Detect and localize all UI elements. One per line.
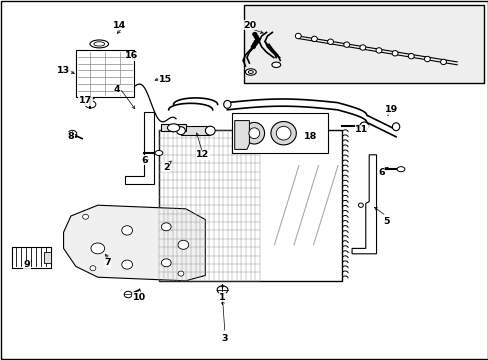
Ellipse shape (251, 45, 255, 49)
Ellipse shape (311, 36, 317, 41)
Ellipse shape (68, 130, 77, 138)
Text: 16: 16 (125, 51, 139, 60)
Ellipse shape (391, 51, 397, 56)
Text: 20: 20 (243, 21, 255, 30)
Polygon shape (351, 155, 376, 254)
Ellipse shape (254, 35, 258, 38)
Text: 10: 10 (133, 292, 145, 302)
Ellipse shape (85, 101, 96, 108)
Ellipse shape (327, 39, 333, 44)
Text: 1: 1 (219, 292, 225, 302)
Bar (161, 124, 185, 131)
Text: 9: 9 (23, 260, 30, 269)
Ellipse shape (248, 128, 259, 139)
Text: 13: 13 (57, 66, 70, 75)
Ellipse shape (178, 240, 188, 249)
Text: 8: 8 (67, 132, 74, 141)
Ellipse shape (255, 37, 259, 41)
Text: 6: 6 (377, 168, 384, 177)
Ellipse shape (391, 123, 399, 131)
Ellipse shape (407, 54, 413, 59)
Bar (181, 126, 210, 135)
Ellipse shape (248, 71, 253, 73)
Ellipse shape (224, 100, 231, 108)
Polygon shape (234, 121, 249, 149)
Text: 4: 4 (114, 85, 121, 94)
Text: 5: 5 (382, 217, 389, 226)
Ellipse shape (122, 260, 132, 269)
Bar (232, 113, 327, 153)
Bar (44, 252, 51, 263)
Ellipse shape (295, 33, 301, 39)
Text: 3: 3 (221, 334, 228, 343)
Text: 17: 17 (79, 96, 92, 105)
Ellipse shape (440, 59, 446, 64)
Ellipse shape (178, 271, 183, 276)
Ellipse shape (245, 69, 256, 75)
Ellipse shape (122, 226, 132, 235)
Ellipse shape (90, 40, 108, 48)
Polygon shape (124, 112, 154, 184)
Ellipse shape (167, 124, 180, 132)
Ellipse shape (161, 223, 171, 231)
Ellipse shape (94, 42, 104, 46)
Ellipse shape (91, 243, 104, 254)
Ellipse shape (375, 48, 381, 53)
Ellipse shape (176, 127, 185, 135)
Bar (244, 5, 483, 83)
Text: 7: 7 (104, 258, 111, 267)
Text: 14: 14 (113, 21, 126, 30)
Text: 15: 15 (159, 75, 171, 84)
Ellipse shape (270, 122, 296, 145)
Text: 19: 19 (384, 105, 397, 114)
Ellipse shape (244, 122, 264, 144)
Text: 11: 11 (354, 125, 368, 134)
Ellipse shape (90, 266, 96, 271)
Bar (12, 247, 51, 268)
Bar (159, 130, 342, 281)
Ellipse shape (82, 214, 88, 219)
Ellipse shape (359, 45, 365, 50)
Text: 2: 2 (163, 163, 169, 172)
Ellipse shape (252, 32, 256, 36)
Ellipse shape (217, 286, 227, 294)
Text: 12: 12 (196, 150, 209, 159)
Polygon shape (63, 205, 205, 281)
Ellipse shape (396, 167, 404, 172)
Ellipse shape (276, 126, 290, 140)
Bar (76, 50, 134, 97)
Ellipse shape (271, 62, 280, 68)
Ellipse shape (161, 259, 171, 267)
Ellipse shape (424, 56, 429, 62)
Ellipse shape (252, 42, 256, 46)
Text: 6: 6 (141, 156, 147, 165)
Text: 18: 18 (303, 132, 317, 141)
Ellipse shape (359, 122, 368, 130)
Ellipse shape (358, 203, 363, 207)
Ellipse shape (343, 42, 349, 47)
Ellipse shape (124, 291, 132, 298)
Ellipse shape (205, 126, 215, 135)
Ellipse shape (155, 150, 163, 156)
Ellipse shape (254, 40, 258, 43)
